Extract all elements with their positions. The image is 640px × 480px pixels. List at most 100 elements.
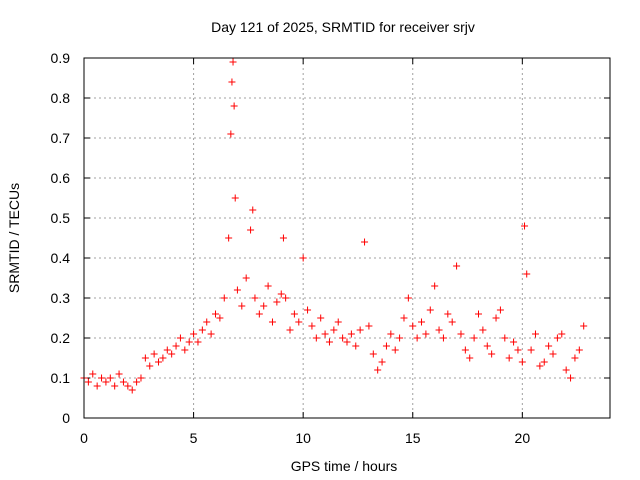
data-point [571,354,579,362]
data-point [356,326,364,334]
data-point [387,330,395,338]
data-point [273,298,281,306]
data-point [295,318,303,326]
data-point [268,318,276,326]
data-point [282,294,290,302]
data-point [391,346,399,354]
data-point [249,206,257,214]
y-tick-label: 0.7 [51,130,71,146]
data-point [334,318,342,326]
data-point [523,270,531,278]
x-axis-label: GPS time / hours [291,458,398,474]
y-axis-label: SRMTID / TECUs [6,183,22,293]
data-points [80,58,588,394]
y-tick-label: 0.8 [51,90,71,106]
data-point [207,330,215,338]
data-point [212,310,219,318]
data-point [238,302,246,310]
data-point [492,314,500,322]
data-point [159,354,167,362]
y-tick-label: 0.2 [51,330,71,346]
data-point [106,374,114,382]
data-point [567,374,575,382]
data-point [229,58,237,66]
data-point [521,222,529,230]
x-tick-label: 5 [190,430,198,446]
data-point [155,358,163,366]
data-point [382,342,390,350]
data-point [220,294,228,302]
data-point [216,314,224,322]
data-point [453,262,461,270]
x-tick-label: 10 [295,430,311,446]
data-point [225,234,233,242]
data-point [396,334,404,342]
data-point [343,338,351,346]
data-point [580,322,588,330]
data-point [374,366,382,374]
data-point [102,378,110,386]
data-point [198,326,206,334]
data-point [299,254,307,262]
y-tick-label: 0.6 [51,170,71,186]
data-point [409,322,417,330]
data-point [185,338,193,346]
data-point [501,334,509,342]
y-tick-label: 0.9 [51,50,71,66]
data-point [325,338,333,346]
data-point [141,354,149,362]
data-point [146,362,154,370]
data-point [369,350,377,358]
y-tick-label: 0 [62,410,70,426]
data-point [575,346,583,354]
x-tick-label: 0 [80,430,88,446]
x-tick-label: 20 [515,430,531,446]
data-point [231,194,239,202]
data-point [361,238,369,246]
data-point [431,282,439,290]
data-point [339,334,347,342]
data-point [365,322,373,330]
data-point [426,306,434,314]
data-point [404,294,412,302]
data-point [378,358,386,366]
data-point [260,302,268,310]
data-point [279,234,287,242]
data-point [190,330,198,338]
data-point [514,346,522,354]
data-point [119,378,127,386]
data-point [304,306,312,314]
data-point [168,350,176,358]
data-point [418,318,426,326]
data-point [163,346,171,354]
data-point [230,102,238,110]
data-point [286,326,294,334]
data-point [558,330,566,338]
data-point [172,342,180,350]
data-point [321,330,329,338]
data-point [150,350,158,358]
y-tick-label: 0.4 [51,250,71,266]
data-point [422,330,430,338]
data-point [510,338,518,346]
data-point [308,322,316,330]
y-tick-label: 0.1 [51,370,71,386]
data-point [255,310,263,318]
data-point [483,342,491,350]
data-point [496,306,504,314]
data-point [413,334,421,342]
data-point [176,334,184,342]
data-point [536,362,544,370]
plot-frame [83,57,611,419]
data-point [227,130,235,138]
data-point [98,374,106,382]
data-point [247,226,255,234]
data-point [352,342,360,350]
data-point [264,282,272,290]
data-point [549,350,557,358]
grid-lines [84,58,610,418]
data-point [228,78,236,86]
data-point [466,354,474,362]
axis-ticks: 0 0.1 0.2 0.3 0.4 0.5 0.6 0.7 0.8 0.9 0 5 10 15 20 [51,50,610,446]
data-point [317,314,325,322]
